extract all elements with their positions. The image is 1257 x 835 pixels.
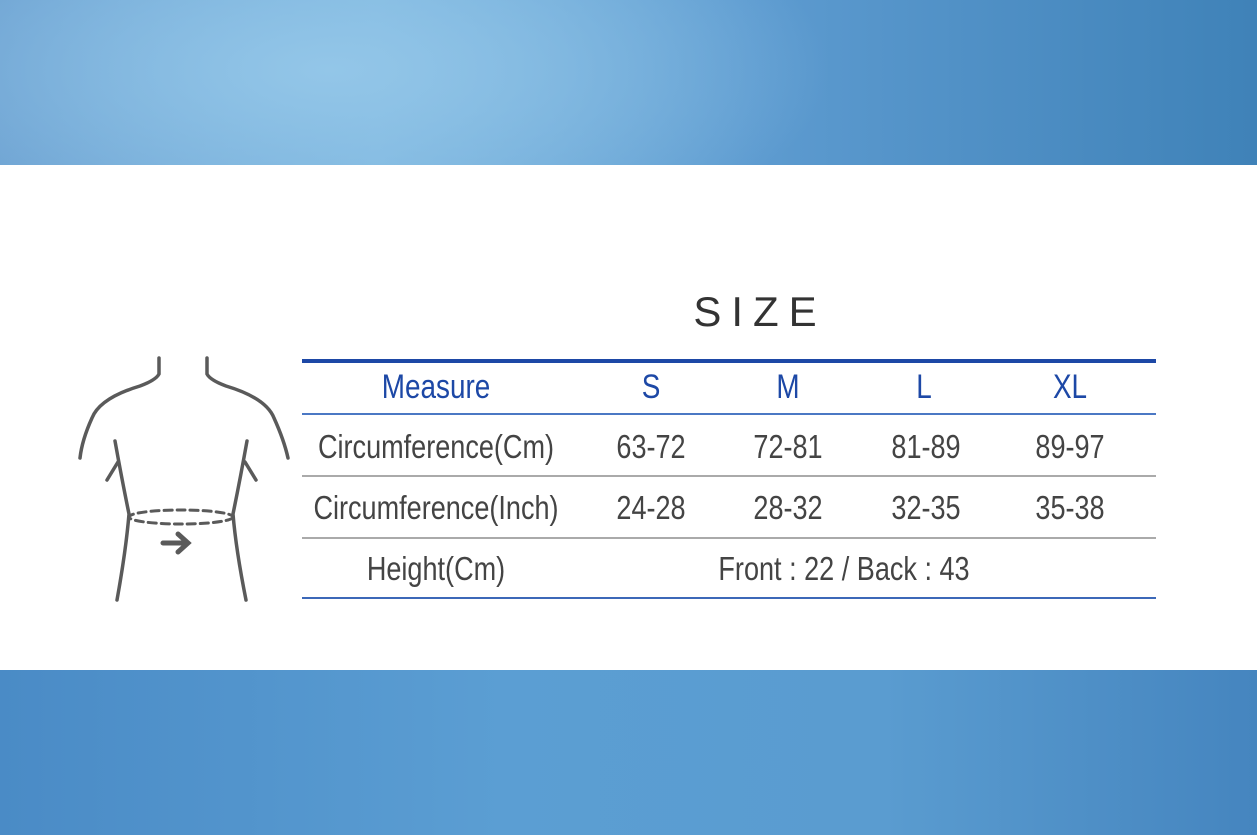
table-cell: 72-81 [753, 428, 823, 465]
table-bottom-rule [302, 597, 1156, 599]
table-cell: 63-72 [616, 428, 686, 465]
table-cell: 28-32 [753, 489, 823, 526]
header-size-l: L [916, 368, 932, 406]
header-size-s: S [641, 368, 661, 406]
row-label: Circumference(Inch) [313, 489, 559, 526]
header-size-m: M [776, 368, 800, 406]
header-measure: Measure [381, 368, 491, 406]
row-divider [302, 475, 1156, 477]
table-cell: 24-28 [616, 489, 686, 526]
table-cell: 89-97 [1035, 428, 1105, 465]
merged-cell: Front : 22 / Back : 43 [718, 550, 970, 587]
row-label: Height(Cm) [366, 550, 506, 587]
table-cell: 81-89 [891, 428, 961, 465]
page-title: SIZE [693, 288, 827, 335]
waist-measurement-figure-icon [78, 356, 290, 602]
top-background-band [0, 0, 1257, 165]
header-divider [302, 413, 1156, 415]
bottom-background-band [0, 670, 1257, 835]
header-size-xl: XL [1052, 368, 1088, 406]
table-cell: 35-38 [1035, 489, 1105, 526]
table-top-rule [302, 359, 1156, 363]
table-cell: 32-35 [891, 489, 961, 526]
row-divider [302, 537, 1156, 539]
row-label: Circumference(Cm) [317, 428, 555, 465]
